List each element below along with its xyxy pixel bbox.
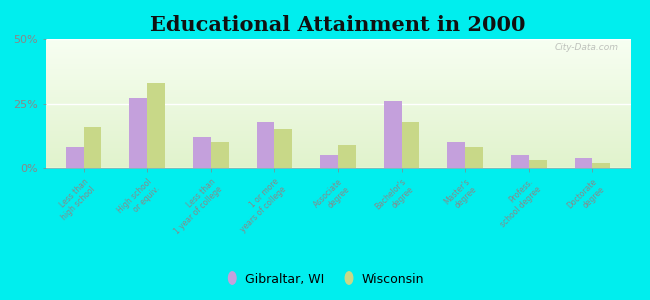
Bar xyxy=(465,147,483,168)
Bar xyxy=(384,101,402,168)
Text: City-Data.com: City-Data.com xyxy=(555,43,619,52)
Bar xyxy=(528,160,547,168)
Bar xyxy=(320,155,338,168)
Bar xyxy=(338,145,356,168)
Bar xyxy=(129,98,148,168)
Bar xyxy=(274,129,292,168)
Bar xyxy=(257,122,274,168)
Bar xyxy=(66,147,84,168)
Bar xyxy=(402,122,419,168)
Bar xyxy=(447,142,465,168)
Bar xyxy=(511,155,528,168)
Bar xyxy=(211,142,229,168)
Title: Educational Attainment in 2000: Educational Attainment in 2000 xyxy=(150,15,526,35)
Bar xyxy=(592,163,610,168)
Legend: Gibraltar, WI, Wisconsin: Gibraltar, WI, Wisconsin xyxy=(221,268,429,291)
Bar xyxy=(575,158,592,168)
Bar xyxy=(148,83,165,168)
Bar xyxy=(193,137,211,168)
Bar xyxy=(84,127,101,168)
